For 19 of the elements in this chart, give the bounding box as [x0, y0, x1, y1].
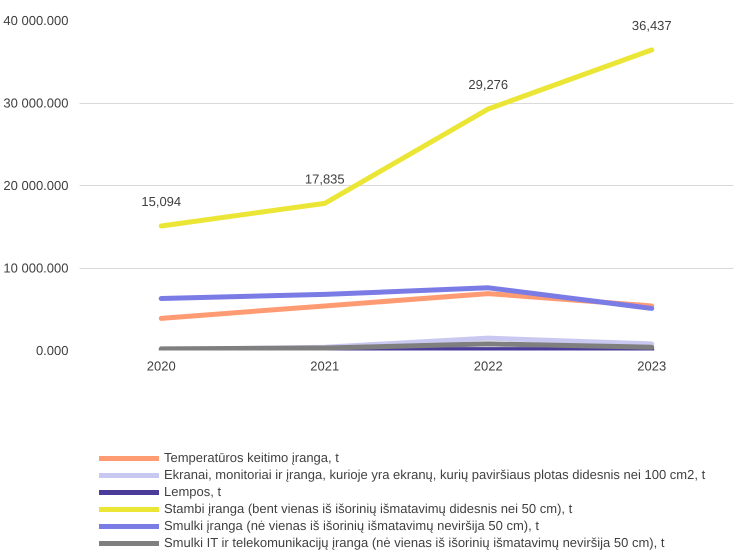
y-tick-label: 40 000.000 — [3, 13, 69, 28]
x-tick-label: 2022 — [474, 358, 503, 374]
y-tick-label: 30 000.000 — [3, 96, 69, 110]
y-tick-label: 0.000 — [36, 343, 69, 358]
x-tick-label: 2023 — [637, 358, 666, 374]
y-tick-label: 20 000.000 — [3, 178, 69, 193]
data-label: 36,437 — [632, 18, 672, 33]
x-tick-label: 2021 — [310, 358, 340, 374]
legend-label: Smulki IT ir telekomunikacijų įranga (nė vienas iš išorinių išmatavimų neviršija 50 cm), t — [164, 535, 664, 550]
legend-label: Lempos, t — [164, 484, 222, 499]
legend-label: Smulki įranga (nė vienas iš išorinių išmatavimų neviršija 50 cm), t — [164, 518, 539, 533]
data-label: 15,094 — [141, 194, 182, 209]
y-tick-label: 10 000.000 — [3, 260, 69, 276]
legend-label: Stambi įranga (bent vienas iš išorinių išmatavimų didesnis nei 50 cm), t — [164, 501, 572, 516]
legend-label: Temperatūros keitimo įranga, t — [164, 450, 339, 465]
data-label: 29,276 — [468, 76, 508, 92]
data-label: 17,835 — [304, 171, 345, 186]
legend-label: Ekranai, monitoriai ir įranga, kurioje yra ekranų, kurių paviršiaus plotas didesnis nei 100 cm2, t — [164, 467, 706, 482]
x-tick-label: 2020 — [146, 358, 176, 374]
